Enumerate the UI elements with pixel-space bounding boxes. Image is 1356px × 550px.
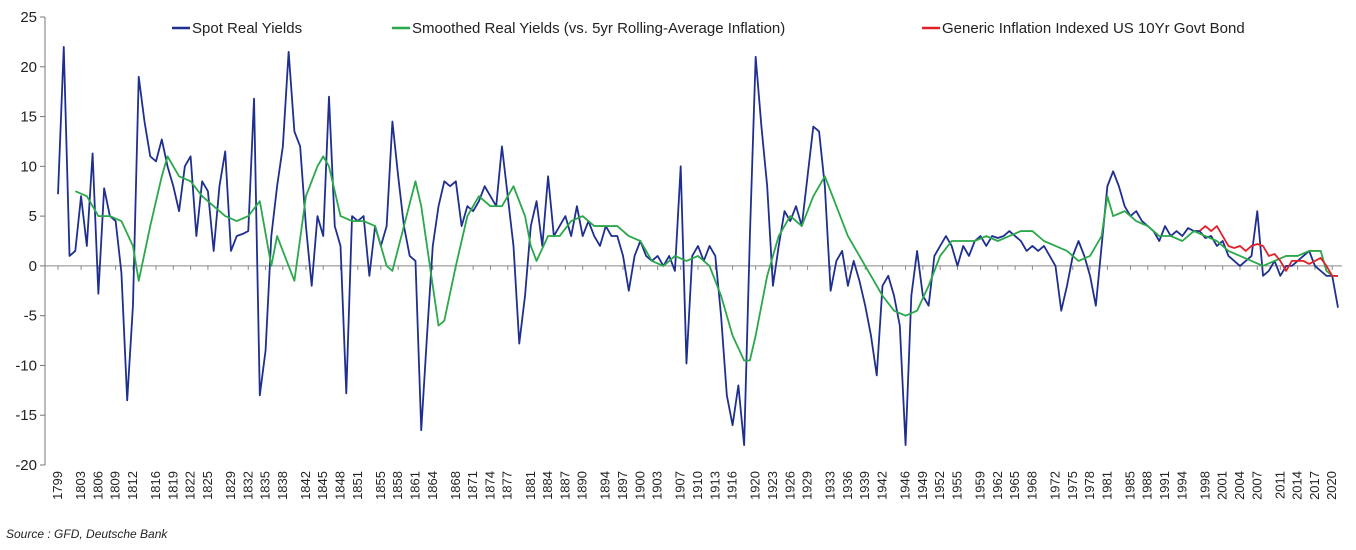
x-tick-label: 1994 xyxy=(1174,471,1189,500)
x-tick-label: 1991 xyxy=(1157,471,1172,500)
x-tick-label: 1949 xyxy=(915,471,930,500)
y-tick-label: -15 xyxy=(15,407,37,424)
x-tick-label: 1985 xyxy=(1122,471,1137,500)
x-tick-label: 1933 xyxy=(823,471,838,500)
y-tick-label: 10 xyxy=(20,158,37,175)
x-tick-label: 1877 xyxy=(500,471,515,500)
series-line xyxy=(1199,225,1338,277)
x-tick-label: 2017 xyxy=(1307,471,1322,500)
x-tick-label: 1812 xyxy=(125,471,140,500)
x-tick-label: 1939 xyxy=(857,471,872,500)
x-tick-label: 1835 xyxy=(258,471,273,500)
x-tick-label: 1855 xyxy=(373,471,388,500)
x-tick-label: 1978 xyxy=(1082,471,1097,500)
x-tick-label: 1916 xyxy=(725,471,740,500)
x-tick-label: 1972 xyxy=(1047,471,1062,500)
x-tick-label: 1822 xyxy=(183,471,198,500)
x-tick-label: 1803 xyxy=(73,471,88,500)
x-tick-label: 2001 xyxy=(1215,471,1230,500)
y-tick-label: -10 xyxy=(15,357,37,374)
x-tick-label: 1959 xyxy=(973,471,988,500)
x-tick-label: 1923 xyxy=(765,471,780,500)
series-line xyxy=(57,45,1339,446)
x-tick-label: 1887 xyxy=(557,471,572,500)
x-tick-label: 1894 xyxy=(598,471,613,500)
y-tick-label: 25 xyxy=(20,9,37,26)
series-line xyxy=(74,155,1338,362)
x-tick-label: 1864 xyxy=(425,471,440,500)
x-tick-label: 2004 xyxy=(1232,471,1247,500)
x-tick-label: 2007 xyxy=(1249,471,1264,500)
x-tick-label: 1946 xyxy=(898,471,913,500)
x-tick-label: 1838 xyxy=(275,471,290,500)
x-tick-label: 1897 xyxy=(615,471,630,500)
x-tick-label: 1942 xyxy=(875,471,890,500)
x-tick-label: 1952 xyxy=(932,471,947,500)
y-tick-label: 15 xyxy=(20,109,37,126)
y-tick-label: 5 xyxy=(29,208,37,225)
x-tick-label: 1936 xyxy=(840,471,855,500)
x-tick-label: 1965 xyxy=(1007,471,1022,500)
x-tick-label: 1962 xyxy=(990,471,1005,500)
x-tick-label: 1861 xyxy=(407,471,422,500)
y-tick-label: 20 xyxy=(20,59,37,76)
x-tick-label: 1858 xyxy=(390,471,405,500)
x-tick-label: 1848 xyxy=(333,471,348,500)
x-tick-label: 2020 xyxy=(1324,471,1339,500)
x-tick-label: 1988 xyxy=(1140,471,1155,500)
legend-label: Generic Inflation Indexed US 10Yr Govt B… xyxy=(942,20,1245,37)
x-tick-label: 1842 xyxy=(298,471,313,500)
x-tick-label: 1871 xyxy=(465,471,480,500)
x-tick-label: 1998 xyxy=(1197,471,1212,500)
x-tick-label: 1799 xyxy=(50,471,65,500)
x-tick-label: 1816 xyxy=(148,471,163,500)
x-tick-label: 1903 xyxy=(650,471,665,500)
x-tick-label: 1981 xyxy=(1099,471,1114,500)
x-tick-label: 1806 xyxy=(90,471,105,500)
y-tick-label: -20 xyxy=(15,457,37,474)
x-tick-label: 1851 xyxy=(350,471,365,500)
x-tick-label: 1975 xyxy=(1065,471,1080,500)
x-tick-label: 2011 xyxy=(1272,471,1287,499)
y-tick-label: 0 xyxy=(29,258,37,275)
x-tick-label: 1907 xyxy=(673,471,688,500)
legend-label: Smoothed Real Yields (vs. 5yr Rolling-Av… xyxy=(412,20,785,37)
x-tick-label: 1809 xyxy=(108,471,123,500)
source-note: Source : GFD, Deutsche Bank xyxy=(6,527,168,541)
x-tick-label: 1913 xyxy=(707,471,722,500)
x-tick-label: 1868 xyxy=(448,471,463,500)
y-tick-label: -5 xyxy=(24,308,37,325)
x-tick-label: 1845 xyxy=(315,471,330,500)
x-tick-label: 1920 xyxy=(748,471,763,500)
x-tick-label: 2014 xyxy=(1290,471,1305,500)
x-tick-label: 1825 xyxy=(200,471,215,500)
x-tick-label: 1968 xyxy=(1024,471,1039,500)
x-tick-label: 1819 xyxy=(165,471,180,500)
x-tick-label: 1929 xyxy=(800,471,815,500)
x-tick-label: 1890 xyxy=(575,471,590,500)
x-tick-label: 1832 xyxy=(240,471,255,500)
x-tick-label: 1926 xyxy=(782,471,797,500)
x-tick-label: 1874 xyxy=(482,471,497,500)
x-tick-label: 1881 xyxy=(523,471,538,500)
legend-label: Spot Real Yields xyxy=(192,20,302,37)
x-tick-label: 1910 xyxy=(690,471,705,500)
x-tick-label: 1884 xyxy=(540,471,555,500)
x-tick-label: 1900 xyxy=(632,471,647,500)
x-tick-label: 1829 xyxy=(223,471,238,500)
x-tick-label: 1955 xyxy=(949,471,964,500)
